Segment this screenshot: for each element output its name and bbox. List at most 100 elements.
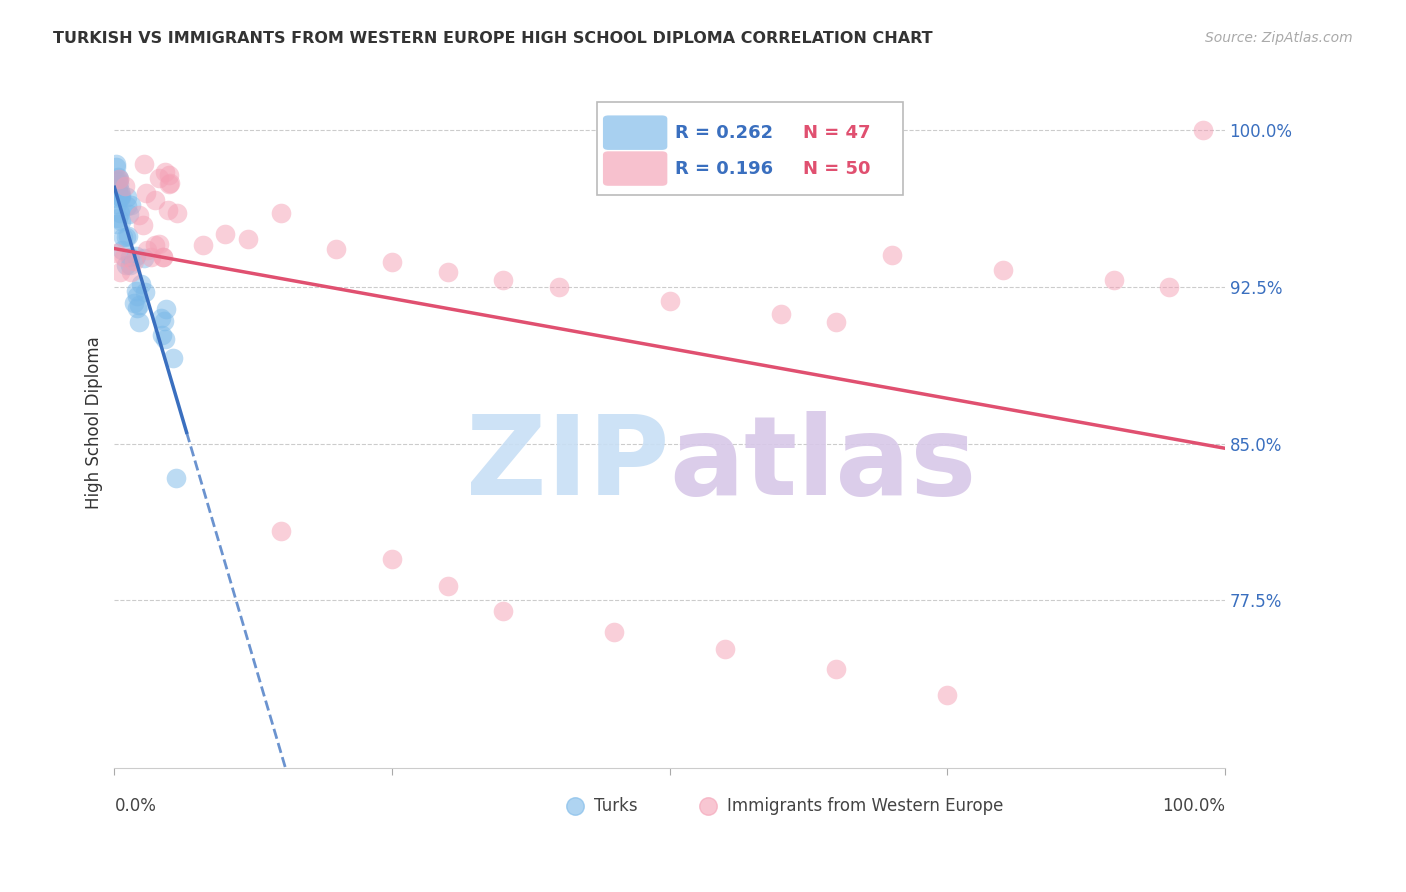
Point xyxy=(148,236,170,251)
Point xyxy=(150,311,173,326)
Text: Turks: Turks xyxy=(595,797,638,814)
Point xyxy=(104,157,127,171)
Point xyxy=(236,231,259,245)
Point xyxy=(129,277,152,292)
Point xyxy=(492,273,515,287)
Point xyxy=(110,190,132,204)
Point xyxy=(125,249,148,263)
Point xyxy=(436,579,458,593)
FancyBboxPatch shape xyxy=(603,115,668,150)
Y-axis label: High School Diploma: High School Diploma xyxy=(86,336,103,509)
Point xyxy=(135,244,157,258)
Point xyxy=(108,265,131,279)
Point xyxy=(155,301,177,316)
Text: ZIP: ZIP xyxy=(467,410,669,517)
FancyBboxPatch shape xyxy=(603,152,668,186)
Point xyxy=(193,237,215,252)
Point xyxy=(132,157,155,171)
Point xyxy=(152,250,174,264)
Point xyxy=(108,184,131,198)
FancyBboxPatch shape xyxy=(598,102,903,194)
Point xyxy=(105,174,128,188)
Point xyxy=(381,254,404,268)
Point xyxy=(110,213,132,227)
Point xyxy=(880,248,903,262)
Point xyxy=(127,301,149,315)
Point xyxy=(139,250,162,264)
Text: Source: ZipAtlas.com: Source: ZipAtlas.com xyxy=(1205,31,1353,45)
Point xyxy=(117,228,139,243)
Point xyxy=(936,688,959,702)
Point xyxy=(107,173,129,187)
Point xyxy=(1159,279,1181,293)
Point xyxy=(128,298,150,312)
Point xyxy=(120,258,142,272)
Point xyxy=(603,624,626,639)
Point xyxy=(825,663,848,677)
Point xyxy=(492,604,515,618)
Text: 0.0%: 0.0% xyxy=(114,797,156,814)
Point xyxy=(117,207,139,221)
Point xyxy=(214,227,236,242)
Point xyxy=(991,263,1014,277)
Text: 100.0%: 100.0% xyxy=(1161,797,1225,814)
Point xyxy=(122,254,145,268)
Point xyxy=(270,524,292,539)
Text: N = 47: N = 47 xyxy=(803,124,870,142)
Text: R = 0.196: R = 0.196 xyxy=(675,160,773,178)
Point xyxy=(150,327,173,342)
Point xyxy=(155,164,177,178)
Point xyxy=(108,205,131,219)
Point xyxy=(124,296,146,310)
Point xyxy=(381,551,404,566)
Point xyxy=(143,193,166,207)
Point xyxy=(115,230,138,244)
Point xyxy=(162,351,184,366)
Point xyxy=(107,179,129,194)
Point xyxy=(159,176,181,190)
Point xyxy=(128,208,150,222)
Point xyxy=(111,244,134,258)
Point xyxy=(1102,273,1125,287)
Point xyxy=(132,251,155,265)
Point xyxy=(1191,122,1213,136)
Text: TURKISH VS IMMIGRANTS FROM WESTERN EUROPE HIGH SCHOOL DIPLOMA CORRELATION CHART: TURKISH VS IMMIGRANTS FROM WESTERN EUROP… xyxy=(53,31,934,46)
Point xyxy=(120,265,142,279)
Point xyxy=(325,242,347,256)
Point xyxy=(769,307,792,321)
Point xyxy=(104,160,127,174)
Point xyxy=(114,179,136,194)
Point xyxy=(152,250,174,264)
Text: R = 0.262: R = 0.262 xyxy=(675,124,773,142)
Point xyxy=(152,313,174,327)
Text: Immigrants from Western Europe: Immigrants from Western Europe xyxy=(727,797,1004,814)
Point xyxy=(134,285,156,299)
Point xyxy=(127,288,149,302)
Point xyxy=(148,170,170,185)
Text: atlas: atlas xyxy=(669,410,977,517)
Point xyxy=(128,315,150,329)
Point xyxy=(108,172,131,186)
Point xyxy=(436,265,458,279)
Point xyxy=(155,332,177,346)
Point xyxy=(658,294,681,309)
Point xyxy=(547,279,569,293)
Point xyxy=(156,202,179,217)
Point xyxy=(112,229,135,244)
Point xyxy=(143,237,166,252)
Point xyxy=(270,206,292,220)
Point xyxy=(104,191,127,205)
Point xyxy=(120,250,142,264)
Point xyxy=(135,186,157,201)
Point xyxy=(714,641,737,656)
Point xyxy=(124,284,146,298)
Point xyxy=(112,250,135,264)
Point xyxy=(114,258,136,272)
Point xyxy=(107,177,129,191)
Point xyxy=(105,197,128,211)
Point xyxy=(108,190,131,204)
Point xyxy=(157,178,180,192)
Point xyxy=(115,190,138,204)
Text: N = 50: N = 50 xyxy=(803,160,870,178)
Point xyxy=(157,169,180,183)
